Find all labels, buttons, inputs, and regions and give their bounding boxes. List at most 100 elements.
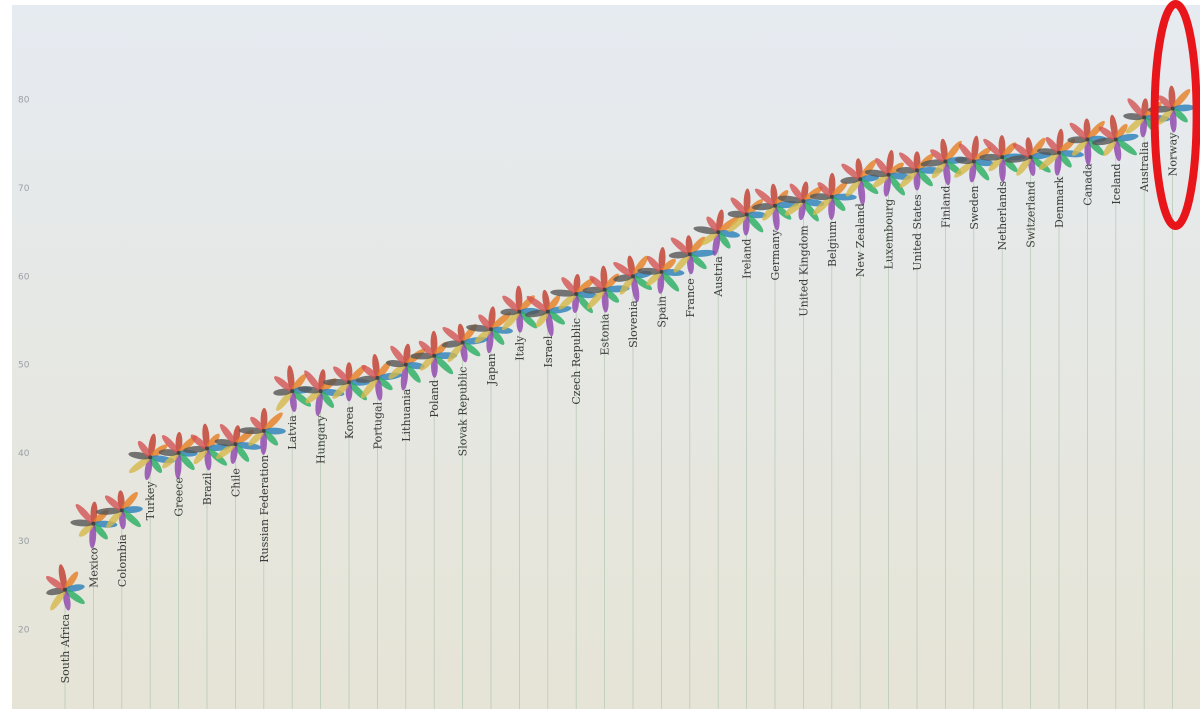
flower-petal [604,289,620,303]
country-flower-marker[interactable] [726,188,767,236]
flower-petal [442,327,463,344]
flower-petal [515,285,523,312]
flower-petal [774,205,792,220]
country-flower-marker[interactable] [920,138,968,186]
flower-petal [149,444,168,458]
country-flower-marker[interactable] [525,289,572,337]
country-flower-marker[interactable] [864,149,912,198]
country-flower-marker[interactable] [385,343,428,391]
country-flower-marker[interactable] [1037,128,1084,176]
flower-petal [121,491,138,511]
country-flower-marker[interactable] [1067,118,1107,166]
flower-center [517,309,522,314]
flower-petal [447,342,464,362]
flower-petal [63,589,71,611]
flower-petal [58,564,67,590]
country-label: Slovak Republic [457,367,470,457]
flower-center [148,455,153,460]
flower-center [1113,137,1118,142]
flower-petal [190,434,208,450]
flower-petal [121,506,143,514]
country-flower-marker[interactable] [44,564,86,613]
flower-petal [586,289,605,310]
country-label: Italy [513,335,526,361]
country-flower-marker[interactable] [693,209,741,256]
flower-petal [478,314,492,330]
flower-petal [857,179,866,206]
country-flower-marker[interactable] [70,501,118,549]
flower-petal [219,423,236,445]
country-label: South Africa [59,613,72,683]
flower-center [375,375,380,380]
country-flower-marker[interactable] [668,235,716,275]
highlight-layer [1150,0,1200,230]
flower-petal [888,162,904,176]
flower-center [602,287,607,292]
flower-petal [161,435,179,454]
country-flower-marker[interactable] [323,362,370,402]
flower-center [773,203,777,208]
country-stems [64,108,1173,709]
country-label: Korea [343,406,356,439]
country-flower-marker[interactable] [95,490,143,530]
flower-center [943,159,948,164]
country-label: United States [911,194,924,271]
flower-petal [1016,156,1032,176]
country-flower-marker[interactable] [637,246,685,294]
country-flower-marker[interactable] [500,285,540,333]
flower-petal [276,390,293,411]
flower-petal [248,430,265,446]
flower-petal [743,188,751,215]
flower-petal [1084,139,1092,166]
flower-petal [545,311,554,337]
country-flower-marker[interactable] [611,254,653,303]
flower-petal [490,329,505,345]
country-label: Greece [173,477,186,517]
country-flower-marker[interactable] [1092,114,1139,162]
country-flower-marker[interactable] [158,431,199,479]
y-tick-label: 70 [18,184,30,194]
flower-petal [1030,156,1051,173]
flower-center [318,389,323,394]
country-label: Sweden [968,186,981,230]
country-flower-marker[interactable] [809,172,857,220]
country-label: Switzerland [1025,181,1038,248]
flower-petal [789,183,804,202]
flower-petal [632,255,648,277]
flower-petal [689,236,706,255]
flower-petal [689,253,707,270]
country-flower-marker[interactable] [238,407,286,455]
flower-center [63,587,67,592]
flower-petal [323,378,349,386]
y-axis: 20 30 40 50 60 70 80 [18,96,30,636]
country-flower-marker[interactable] [466,306,513,354]
flower-petal [859,159,877,180]
flower-petal [1115,123,1128,140]
flower-petal [1087,120,1105,140]
country-flower-marker[interactable] [441,322,489,364]
flower-petal [304,370,322,392]
country-flower-marker[interactable] [214,422,262,464]
flower-petal [859,178,879,195]
country-flower-marker[interactable] [952,135,994,183]
country-label: Finland [939,186,952,228]
country-label: Australia [1138,141,1151,193]
country-label: Chile [229,468,242,497]
flower-petal [1012,143,1031,158]
flower-petal [92,523,108,540]
y-tick-label: 20 [18,626,30,636]
country-flower-marker[interactable] [1004,136,1052,178]
country-label: Norway [1167,132,1180,176]
country-label: Hungary [315,414,328,464]
country-label: Estonia [599,313,612,355]
flower-petal [375,377,383,401]
y-tick-label: 60 [18,272,30,282]
country-flower-marker[interactable] [839,158,880,206]
flower-petal [64,571,79,591]
flower-petal [561,277,577,295]
flower-petal [550,289,577,297]
flower-petal [50,589,66,611]
flower-petal [920,159,946,167]
flower-petal [575,277,595,295]
flower-petal [718,216,740,233]
